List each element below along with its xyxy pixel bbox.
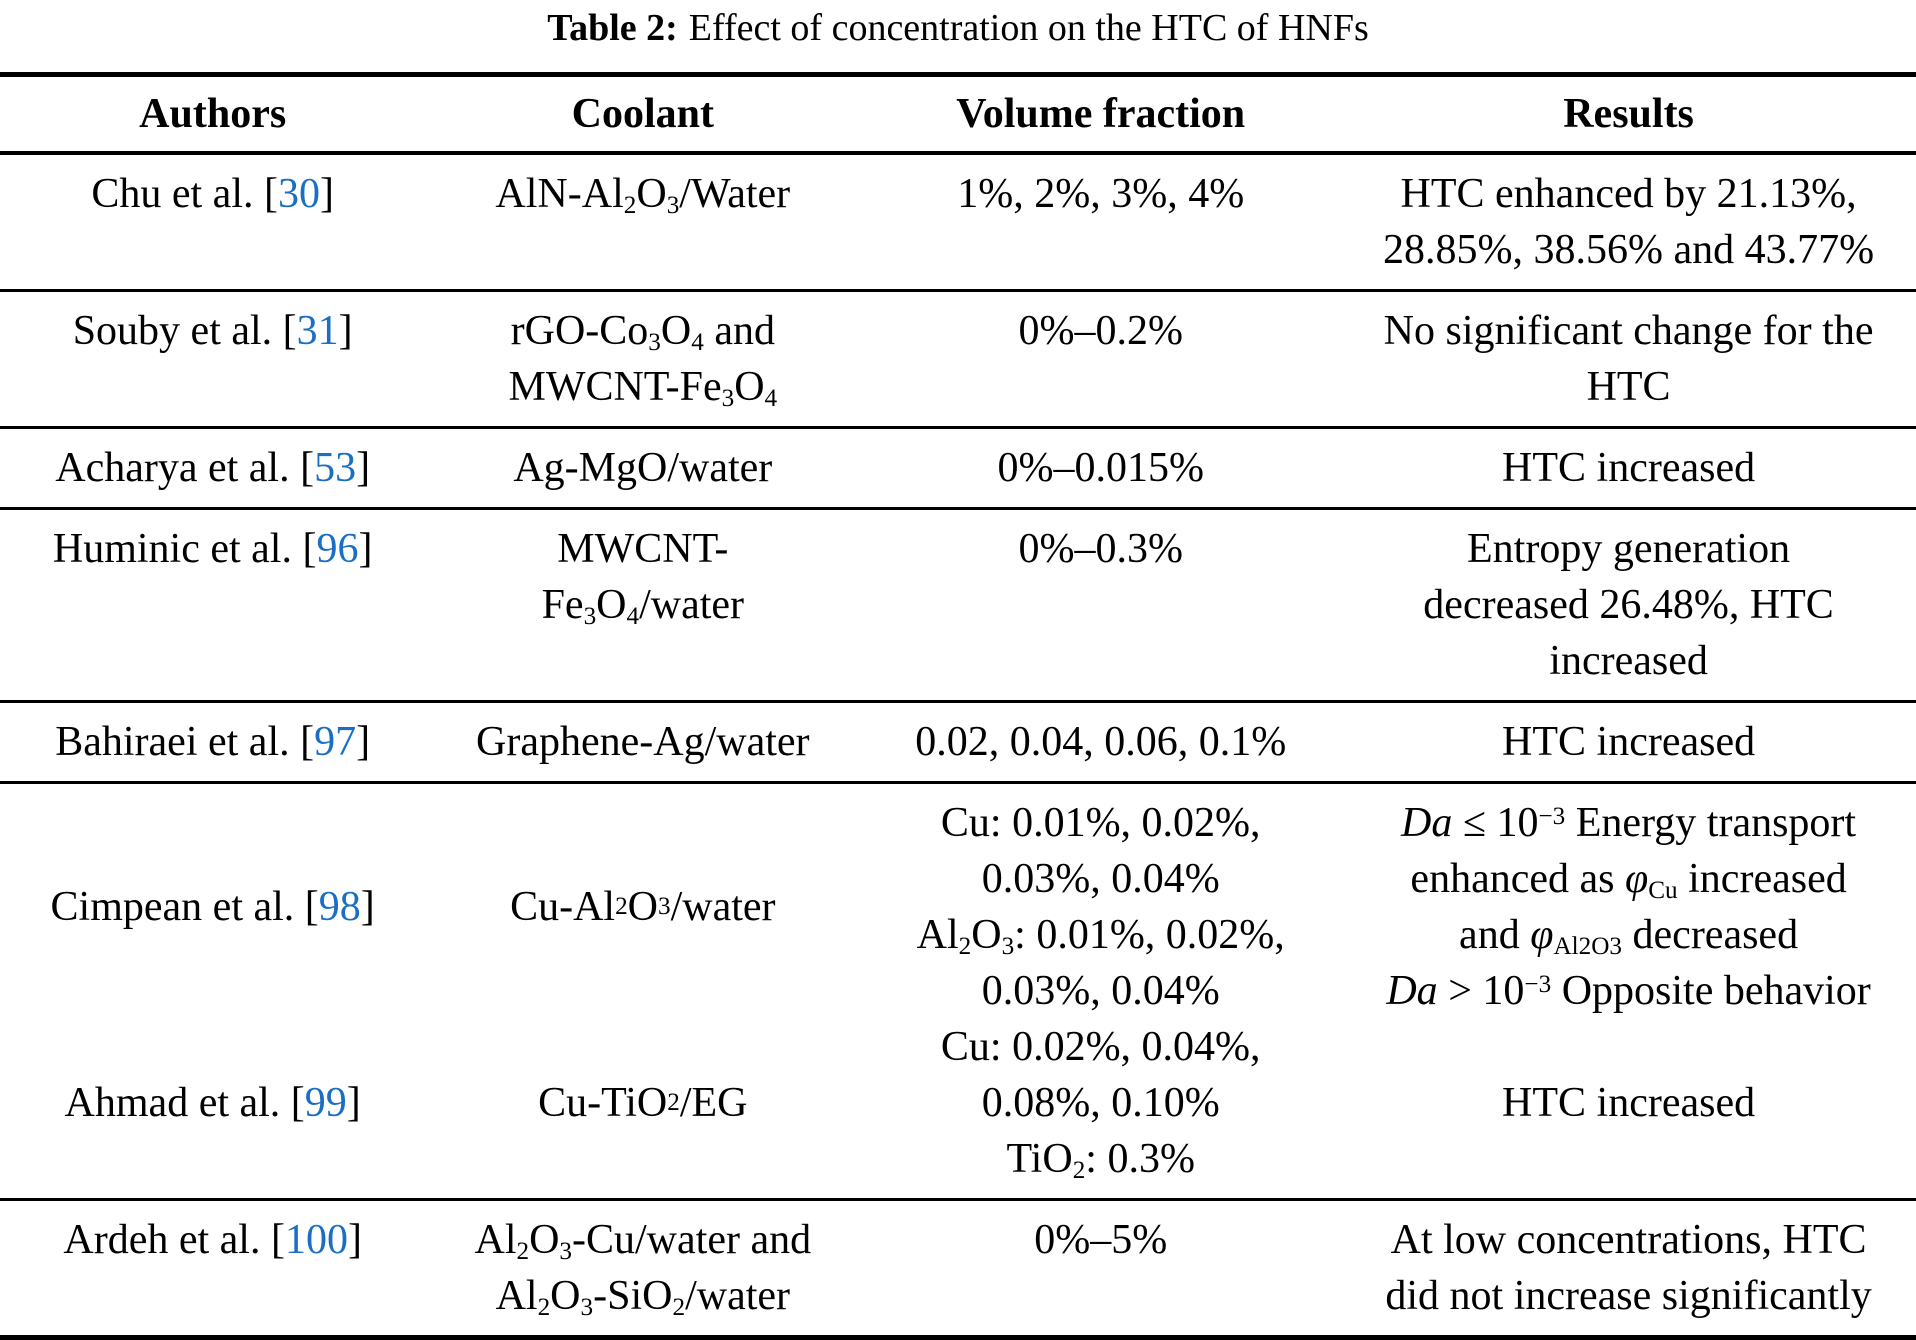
results-cell: HTC increased (1502, 445, 1756, 491)
table-row-bahiraei: Bahiraei et al. [97] Graphene-Ag/water 0… (0, 700, 1916, 781)
author-cell: Acharya et al. [53] (55, 445, 371, 491)
coolant-cell: MWCNT- Fe3O4/water (541, 526, 745, 631)
table-caption-text: Effect of concentration on the HTC of HN… (688, 7, 1369, 49)
table-row-chu: Chu et al. [30] AlN-Al2O3/Water 1%, 2%, … (0, 155, 1916, 289)
citation-link[interactable]: 100 (284, 1217, 348, 1263)
coolant-cell: Ag-MgO/water (513, 445, 773, 491)
coolant-column-cell: Cu-Al 2 O 3/water Cu-TiO 2/EG (425, 784, 860, 1198)
table-row-acharya: Acharya et al. [53] Ag-MgO/water 0%–0.01… (0, 426, 1916, 507)
author-cell: Ardeh et al. [100] (63, 1217, 362, 1263)
col-header-authors: Authors (139, 91, 287, 137)
citation-link[interactable]: 53 (314, 445, 357, 491)
volume-cell: 0.02, 0.04, 0.06, 0.1% (915, 719, 1287, 765)
author-column-cell: Cimpean et al. [98] Ahmad et al. [99] (0, 784, 425, 1198)
results-cell: At low concentrations, HTC did not increa… (1385, 1217, 1872, 1319)
results-cell: No significant change for the HTC (1383, 308, 1874, 410)
author-cell: Ahmad et al. [99] (0, 1019, 425, 1187)
col-header-volume-fraction: Volume fraction (956, 91, 1246, 137)
author-cell: Chu et al. [30] (91, 171, 334, 217)
table-caption-label: Table 2: (547, 7, 678, 49)
citation-link[interactable]: 96 (316, 526, 359, 572)
author-cell: Bahiraei et al. [97] (55, 719, 371, 765)
table-row-cimpean-ahmad: Cimpean et al. [98] Ahmad et al. [99] Cu… (0, 781, 1916, 1198)
volume-cell: Cu: 0.02%, 0.04%, 0.08%, 0.10% TiO2: 0.3% (940, 1024, 1261, 1185)
volume-column-cell: Cu: 0.01%, 0.02%, 0.03%, 0.04% Al2O3: 0.01… (860, 784, 1341, 1198)
author-cell: Huminic et al. [96] (52, 526, 373, 572)
volume-cell: 0%–5% (1034, 1217, 1168, 1263)
volume-cell: 0%–0.015% (997, 445, 1204, 491)
author-cell: Cimpean et al. [98] (0, 795, 425, 1019)
results-cell: Entropy generation decreased 26.48%, HTC i… (1423, 526, 1834, 684)
volume-cell: Cu: 0.01%, 0.02%, 0.03%, 0.04% Al2O3: 0.01… (916, 800, 1285, 1014)
coolant-cell: Cu-Al 2 O 3/water (510, 884, 776, 930)
table-row-huminic: Huminic et al. [96] MWCNT- Fe3O4/water 0%… (0, 507, 1916, 700)
results-cell: HTC enhanced by 21.13%, 28.85%, 38.56% an… (1383, 171, 1875, 273)
table-row-ardeh: Ardeh et al. [100] Al2O3-Cu/water and Al2… (0, 1198, 1916, 1335)
results-cell: HTC increased (1502, 719, 1756, 765)
table-caption: Table 2: Effect of concentration on the … (0, 0, 1916, 72)
results-column-cell: Da ≤ 10−3 Energy transport enhanced as φC… (1341, 784, 1916, 1198)
table-header-row: Authors Coolant Volume fraction Results (0, 77, 1916, 155)
citation-link[interactable]: 31 (296, 308, 339, 354)
coolant-cell: Graphene-Ag/water (476, 719, 810, 765)
table-row-souby: Souby et al. [31] rGO-Co3O4 and MWCNT-Fe3… (0, 289, 1916, 426)
results-cell: HTC increased (1502, 1080, 1756, 1126)
citation-link[interactable]: 30 (277, 171, 320, 217)
citation-link[interactable]: 99 (304, 1080, 347, 1126)
author-cell: Souby et al. [31] (72, 308, 353, 354)
coolant-cell: Cu-TiO 2/EG (538, 1080, 748, 1126)
citation-link[interactable]: 97 (314, 719, 357, 765)
volume-cell: 0%–0.3% (1018, 526, 1183, 572)
coolant-cell: AlN-Al2O3/Water (495, 171, 791, 220)
col-header-coolant: Coolant (571, 91, 714, 137)
coolant-cell: rGO-Co3O4 and MWCNT-Fe3O4 (508, 308, 778, 413)
table-2: Authors Coolant Volume fraction Results … (0, 72, 1916, 1340)
coolant-cell: Al2O3-Cu/water and Al2O3-SiO2/water (474, 1217, 812, 1322)
volume-cell: 1%, 2%, 3%, 4% (957, 171, 1245, 217)
citation-link[interactable]: 98 (318, 884, 361, 930)
col-header-results: Results (1563, 91, 1694, 137)
volume-cell: 0%–0.2% (1018, 308, 1183, 354)
results-cell: Da ≤ 10−3 Energy transport enhanced as φC… (1386, 800, 1871, 1014)
